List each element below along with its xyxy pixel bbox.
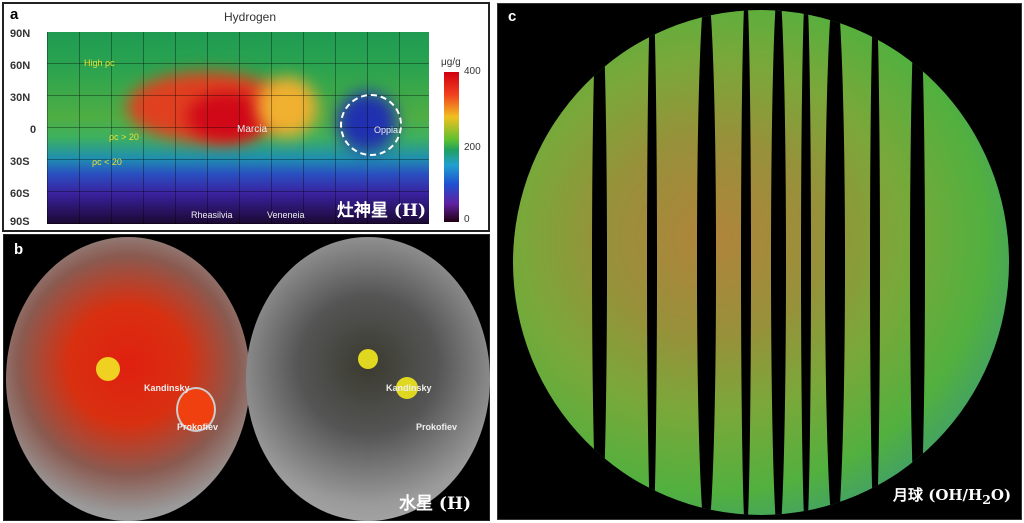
caption-text: O) <box>990 486 1012 504</box>
lat-tick: 90N <box>10 28 31 40</box>
panel-a-vesta-hydrogen-map: a Hydrogen 90N 60N 30N 0 30S 60S 90S Hig… <box>2 2 490 232</box>
moon-sphere <box>513 10 1009 515</box>
panel-b-mercury-polar-maps: b Kandinsky Prokofiev Kandinsky Prokofie… <box>3 234 490 521</box>
crater-label: Prokofiev <box>416 422 458 432</box>
panel-label: b <box>14 241 24 258</box>
panel-c-moon-oh-h2o-map: c 月球 (OH/H2O) <box>497 3 1022 520</box>
annotation: ρc < 20 <box>92 157 122 167</box>
annotation: ρc > 20 <box>109 132 139 142</box>
annotation: Marcia <box>237 124 268 135</box>
panel-label: c <box>508 8 517 25</box>
lat-tick: 90S <box>10 216 30 228</box>
caption-text: 月球 (OH/H <box>893 486 983 504</box>
lat-tick: 60N <box>10 60 31 72</box>
crater-label: Kandinsky <box>386 383 432 393</box>
caption-subscript: 2 <box>982 492 991 507</box>
mercury-disc-radar <box>6 237 250 521</box>
colorbar-tick: 0 <box>464 214 470 225</box>
map-title: Hydrogen <box>224 10 277 24</box>
lat-tick: 60S <box>10 188 30 200</box>
panel-caption: 水星 (H) <box>399 494 472 514</box>
colorbar <box>444 72 459 222</box>
panel-label: a <box>10 6 19 23</box>
annotation: High ρc <box>84 58 115 68</box>
mercury-disc-shadow <box>246 237 490 521</box>
oppia-outline <box>340 94 402 156</box>
annotation: Veneneia <box>267 210 305 220</box>
colorbar-unit: μg/g <box>441 57 461 68</box>
crater-label: Prokofiev <box>177 422 219 432</box>
panel-caption: 月球 (OH/H2O) <box>893 484 1011 507</box>
hydrogen-map: High ρc ρc > 20 ρc < 20 Marcia Oppia Rhe… <box>47 32 429 224</box>
annotation: Rheasilvia <box>191 210 233 220</box>
panel-caption: 灶神星 (H) <box>337 201 427 221</box>
colorbar-tick: 400 <box>464 66 481 77</box>
crater-label: Kandinsky <box>144 383 190 393</box>
lat-tick: 30N <box>10 92 31 104</box>
colorbar-tick: 200 <box>464 142 481 153</box>
lat-tick: 30S <box>10 156 30 168</box>
lat-tick: 0 <box>30 124 37 136</box>
